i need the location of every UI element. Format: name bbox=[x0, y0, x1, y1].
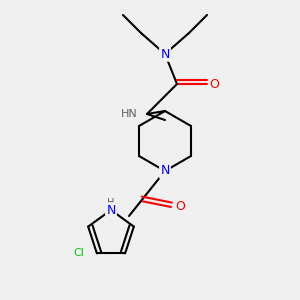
Text: H: H bbox=[107, 197, 115, 208]
Text: O: O bbox=[175, 200, 185, 214]
Text: N: N bbox=[106, 203, 116, 217]
Text: HN: HN bbox=[121, 109, 138, 119]
Text: Cl: Cl bbox=[74, 248, 84, 258]
Text: N: N bbox=[160, 164, 170, 178]
Text: O: O bbox=[210, 77, 219, 91]
Text: N: N bbox=[160, 47, 170, 61]
